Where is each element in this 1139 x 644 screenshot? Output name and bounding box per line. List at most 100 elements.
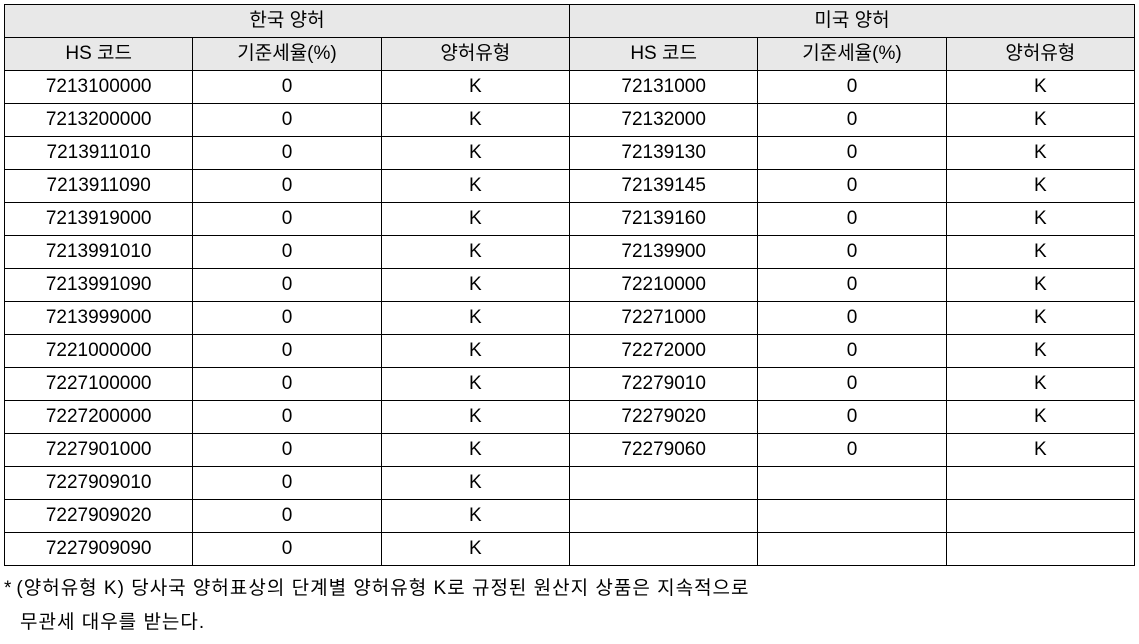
table-body: 72131000000K721310000K72132000000K721320…	[5, 71, 1135, 566]
table-cell: 72139900	[569, 236, 757, 269]
table-row: 72279010000K722790600K	[5, 434, 1135, 467]
table-cell: K	[381, 170, 569, 203]
column-header-row: HS 코드 기준세율(%) 양허유형 HS 코드 기준세율(%) 양허유형	[5, 38, 1135, 71]
table-row: 72279090900K	[5, 533, 1135, 566]
table-cell: 0	[758, 137, 946, 170]
table-cell: K	[946, 434, 1134, 467]
table-cell: 7213999000	[5, 302, 193, 335]
table-cell: 72279020	[569, 401, 757, 434]
table-cell: 0	[758, 104, 946, 137]
table-cell	[946, 500, 1134, 533]
table-cell: 72132000	[569, 104, 757, 137]
table-cell: K	[946, 170, 1134, 203]
table-cell: 0	[758, 236, 946, 269]
group-header-row: 한국 양허 미국 양허	[5, 5, 1135, 38]
table-cell: K	[946, 236, 1134, 269]
table-cell: 7213991010	[5, 236, 193, 269]
table-cell: 72139160	[569, 203, 757, 236]
table-cell: 72279060	[569, 434, 757, 467]
table-cell: K	[946, 401, 1134, 434]
table-cell: K	[381, 368, 569, 401]
table-cell: 0	[193, 434, 381, 467]
table-cell: K	[381, 203, 569, 236]
table-cell: K	[946, 104, 1134, 137]
table-cell: 0	[193, 71, 381, 104]
table-row: 72210000000K722720000K	[5, 335, 1135, 368]
table-row: 72139190000K721391600K	[5, 203, 1135, 236]
col-header: HS 코드	[569, 38, 757, 71]
table-row: 72139910100K721399000K	[5, 236, 1135, 269]
table-cell: 0	[758, 71, 946, 104]
table-row: 72271000000K722790100K	[5, 368, 1135, 401]
table-row: 72139910900K722100000K	[5, 269, 1135, 302]
table-cell: K	[946, 269, 1134, 302]
table-cell: K	[381, 335, 569, 368]
table-row: 72139110900K721391450K	[5, 170, 1135, 203]
table-cell: K	[946, 203, 1134, 236]
table-cell: 0	[193, 401, 381, 434]
table-cell: 0	[758, 335, 946, 368]
table-cell: K	[946, 335, 1134, 368]
table-cell: 7213200000	[5, 104, 193, 137]
table-cell: 0	[758, 302, 946, 335]
table-cell: 0	[193, 104, 381, 137]
col-header: 기준세율(%)	[758, 38, 946, 71]
table-cell: K	[946, 71, 1134, 104]
table-cell	[569, 500, 757, 533]
table-row: 72139990000K722710000K	[5, 302, 1135, 335]
table-row: 72131000000K721310000K	[5, 71, 1135, 104]
table-cell: K	[381, 302, 569, 335]
table-cell: 72272000	[569, 335, 757, 368]
table-cell: 0	[193, 335, 381, 368]
table-cell: 0	[193, 368, 381, 401]
group-header-korea: 한국 양허	[5, 5, 570, 38]
table-cell: 0	[758, 401, 946, 434]
col-header: 기준세율(%)	[193, 38, 381, 71]
table-cell: 0	[193, 302, 381, 335]
table-cell: 0	[758, 368, 946, 401]
table-cell: 0	[193, 236, 381, 269]
table-cell	[758, 467, 946, 500]
table-cell: K	[381, 236, 569, 269]
table-cell: 7213919000	[5, 203, 193, 236]
table-cell: 7227200000	[5, 401, 193, 434]
table-cell: 7227909090	[5, 533, 193, 566]
table-cell: K	[381, 71, 569, 104]
table-cell: 0	[193, 500, 381, 533]
table-cell	[758, 500, 946, 533]
table-cell: 0	[193, 269, 381, 302]
table-cell: K	[946, 137, 1134, 170]
table-cell: 0	[193, 533, 381, 566]
table-cell: 7221000000	[5, 335, 193, 368]
table-cell: 7227909020	[5, 500, 193, 533]
table-cell: K	[381, 104, 569, 137]
table-cell	[946, 533, 1134, 566]
table-cell: 0	[758, 170, 946, 203]
table-cell: K	[381, 434, 569, 467]
table-cell: 7213991090	[5, 269, 193, 302]
table-cell: K	[946, 368, 1134, 401]
table-cell: 72131000	[569, 71, 757, 104]
table-cell: 7213100000	[5, 71, 193, 104]
table-cell: 72279010	[569, 368, 757, 401]
table-cell	[758, 533, 946, 566]
table-cell	[569, 533, 757, 566]
table-cell: 0	[193, 467, 381, 500]
table-cell: K	[381, 533, 569, 566]
table-row: 72132000000K721320000K	[5, 104, 1135, 137]
table-cell: K	[381, 401, 569, 434]
table-row: 72279090100K	[5, 467, 1135, 500]
tariff-table: 한국 양허 미국 양허 HS 코드 기준세율(%) 양허유형 HS 코드 기준세…	[4, 4, 1135, 566]
table-cell: 0	[758, 269, 946, 302]
table-cell: K	[381, 269, 569, 302]
table-cell: 72210000	[569, 269, 757, 302]
table-cell	[946, 467, 1134, 500]
table-cell	[569, 467, 757, 500]
table-cell: 7213911090	[5, 170, 193, 203]
table-cell: 72139130	[569, 137, 757, 170]
col-header: 양허유형	[946, 38, 1134, 71]
col-header: HS 코드	[5, 38, 193, 71]
footnote-text-line1: (양허유형 K) 당사국 양허표상의 단계별 양허유형 K로 규정된 원산지 상…	[16, 578, 749, 599]
table-cell: K	[381, 137, 569, 170]
table-cell: 0	[758, 434, 946, 467]
